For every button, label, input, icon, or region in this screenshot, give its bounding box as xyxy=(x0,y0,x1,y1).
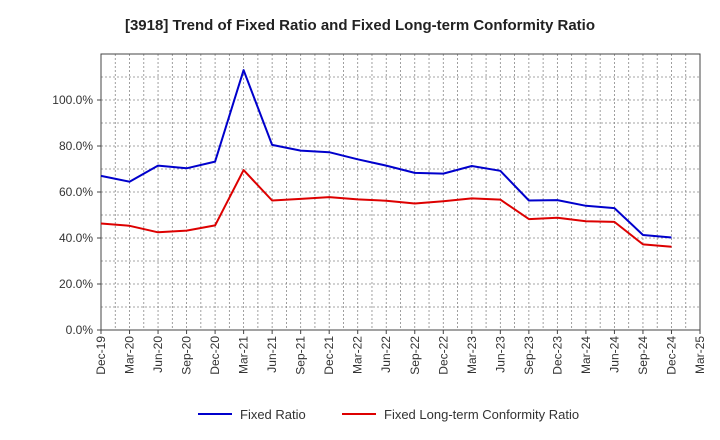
legend: Fixed Ratio Fixed Long-term Conformity Ra… xyxy=(198,407,579,422)
x-tick-label: Sep-21 xyxy=(294,336,308,375)
series-line-2 xyxy=(100,169,672,248)
x-tick-label: Mar-22 xyxy=(351,336,365,374)
plot-area: 0.0% 20.0% 40.0% 60.0% 80.0% 100.0% Dec-19 Mar-… xyxy=(52,53,707,375)
legend-label-1: Fixed Ratio xyxy=(240,407,306,422)
y-tick-label: 100.0% xyxy=(52,93,93,107)
x-tick-label: Sep-24 xyxy=(636,336,650,375)
x-tick-label: Mar-20 xyxy=(123,336,137,374)
x-tick-label: Dec-21 xyxy=(322,336,336,375)
x-tick-label: Dec-19 xyxy=(94,336,108,375)
x-tick-label: Mar-21 xyxy=(237,336,251,374)
y-tick-label: 80.0% xyxy=(59,139,93,153)
chart-title: [3918] Trend of Fixed Ratio and Fixed Lo… xyxy=(125,17,595,34)
legend-label-2: Fixed Long-term Conformity Ratio xyxy=(384,407,579,422)
y-tick-label: 20.0% xyxy=(59,277,93,291)
x-tick-label: Dec-24 xyxy=(664,336,678,375)
x-tick-label: Dec-22 xyxy=(436,336,450,375)
y-tick-label: 40.0% xyxy=(59,231,93,245)
x-tick-label: Jun-20 xyxy=(151,336,165,373)
x-tick-label: Jun-22 xyxy=(379,336,393,373)
series-line-1 xyxy=(100,69,672,239)
x-tick-label: Jun-24 xyxy=(607,336,621,373)
x-tick-label: Sep-23 xyxy=(522,336,536,375)
x-tick-label: Sep-20 xyxy=(180,336,194,375)
x-tick-label: Mar-24 xyxy=(579,336,593,374)
x-tick-label: Sep-22 xyxy=(408,336,422,375)
x-tick-label: Jun-23 xyxy=(493,336,507,373)
x-tick-label: Mar-23 xyxy=(465,336,479,374)
x-tick-label: Dec-20 xyxy=(208,336,222,375)
y-tick-label: 60.0% xyxy=(59,185,93,199)
x-tick-label: Dec-23 xyxy=(550,336,564,375)
x-tick-label: Jun-21 xyxy=(265,336,279,373)
y-tick-label: 0.0% xyxy=(66,323,94,337)
x-tick-label: Mar-25 xyxy=(693,336,707,374)
